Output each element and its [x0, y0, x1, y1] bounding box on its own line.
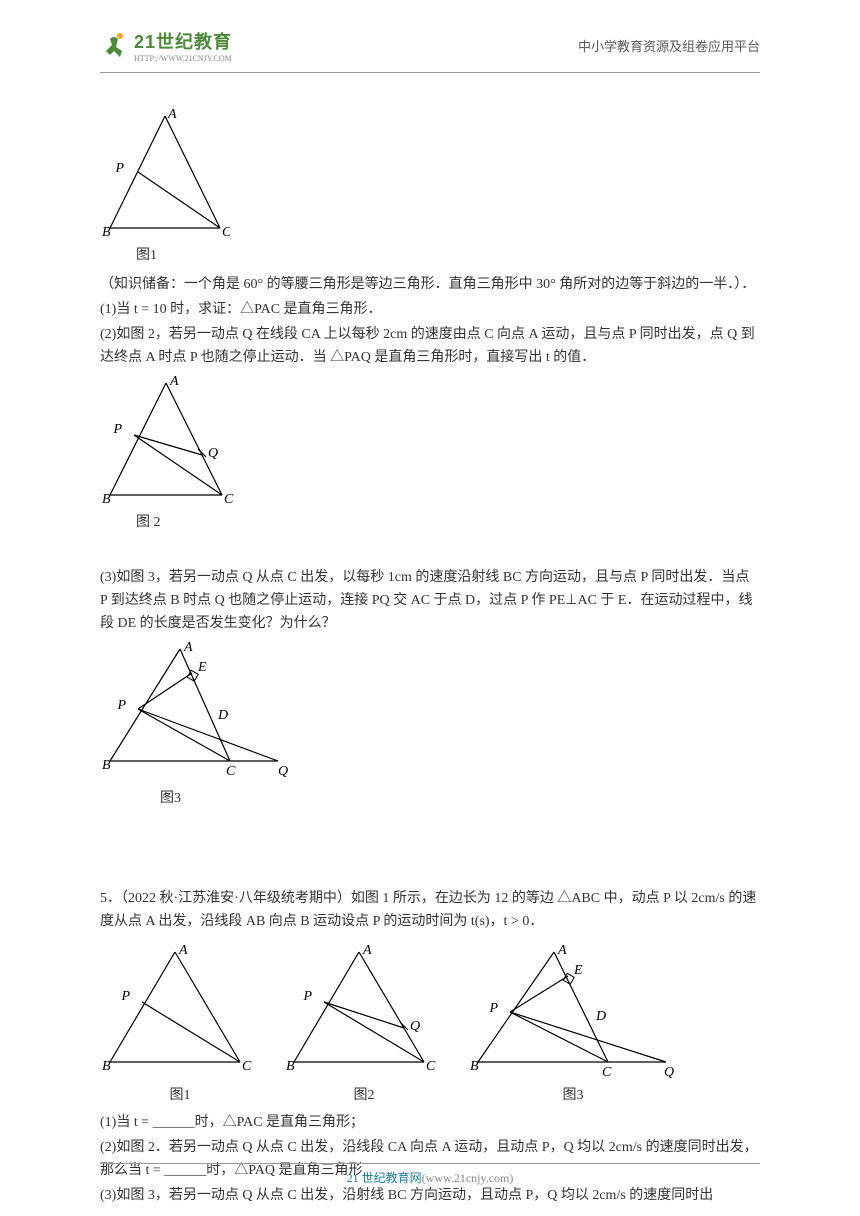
- knowledge-note: （知识储备：一个角是 60° 的等腰三角形是等边三角形．直角三角形中 30° 角…: [100, 273, 760, 296]
- svg-text:C: C: [226, 764, 236, 779]
- figure-2: A P Q B C: [100, 375, 240, 515]
- row-fig-3-label: 图3: [468, 1084, 678, 1107]
- figure-1-box: A P B C 图1: [100, 108, 760, 267]
- row-fig-1-box: A P B C 图1: [100, 944, 260, 1107]
- svg-text:C: C: [224, 492, 234, 507]
- svg-text:C: C: [602, 1065, 612, 1080]
- footer-rule: [100, 1163, 760, 1164]
- svg-text:C: C: [222, 225, 230, 240]
- svg-text:Q: Q: [208, 446, 218, 461]
- svg-text:A: A: [178, 944, 188, 958]
- svg-text:P: P: [120, 989, 130, 1004]
- figure-3: AE P D B C Q: [100, 641, 290, 791]
- row-fig-1-label: 图1: [100, 1084, 260, 1107]
- logo-runner-icon: [100, 31, 130, 61]
- row-figure-3: AE P D B C Q: [468, 944, 678, 1084]
- logo-block: 21世纪教育 HTTP://WWW.21CNJY.COM: [100, 28, 232, 63]
- svg-text:A: A: [183, 641, 193, 655]
- header-rule: [100, 72, 760, 73]
- question-1: (1)当 t = 10 时，求证：△PAC 是直角三角形．: [100, 298, 760, 321]
- svg-text:Q: Q: [664, 1065, 674, 1080]
- page-header: 21世纪教育 HTTP://WWW.21CNJY.COM 中小学教育资源及组卷应…: [100, 28, 760, 63]
- svg-text:D: D: [217, 708, 228, 723]
- page-content: A P B C 图1 （知识储备：一个角是 60° 的等腰三角形是等边三角形．直角三角…: [100, 102, 760, 1209]
- row-fig-2-label: 图2: [284, 1084, 444, 1107]
- page-footer: 21 世纪教育网(www.21cnjy.com): [0, 1169, 860, 1186]
- svg-text:C: C: [242, 1059, 252, 1074]
- svg-text:P: P: [488, 1001, 498, 1016]
- svg-text:A: A: [167, 108, 177, 122]
- svg-text:D: D: [595, 1009, 606, 1024]
- row-fig-3-box: AE P D B C Q 图3: [468, 944, 678, 1107]
- figure-3-box: AE P D B C Q 图3: [100, 641, 760, 810]
- logo-cn: 21世纪教育: [134, 28, 232, 54]
- footer-brand: 21 世纪教育网: [347, 1171, 422, 1185]
- header-right-text: 中小学教育资源及组卷应用平台: [578, 36, 760, 55]
- svg-text:B: B: [286, 1059, 295, 1074]
- problem-5-q1: (1)当 t = ______时，△PAC 是直角三角形；: [100, 1111, 760, 1134]
- row-fig-2-box: A P Q B C 图2: [284, 944, 444, 1107]
- svg-text:P: P: [112, 422, 122, 437]
- problem-5-q3: (3)如图 3，若另一动点 Q 从点 C 出发，沿射线 BC 方向运动，且动点 …: [100, 1184, 760, 1207]
- footer-url: (www.21cnjy.com): [422, 1171, 514, 1185]
- problem-5-intro: 5．（2022 秋·江苏淮安·八年级统考期中）如图 1 所示，在边长为 12 的…: [100, 887, 760, 933]
- svg-text:Q: Q: [410, 1019, 420, 1034]
- figure-1-label: 图1: [136, 244, 760, 267]
- svg-text:B: B: [470, 1059, 479, 1074]
- question-3: (3)如图 3，若另一动点 Q 从点 C 出发，以每秒 1cm 的速度沿射线 B…: [100, 566, 760, 635]
- svg-text:A: A: [362, 944, 372, 958]
- figure-2-box: A P Q B C 图 2: [100, 375, 760, 534]
- svg-text:B: B: [102, 758, 111, 773]
- svg-text:P: P: [114, 161, 124, 176]
- svg-text:P: P: [302, 989, 312, 1004]
- svg-text:C: C: [426, 1059, 436, 1074]
- figure-3-label: 图3: [160, 787, 760, 810]
- svg-text:E: E: [573, 963, 583, 978]
- svg-text:B: B: [102, 492, 111, 507]
- row-figure-1: A P B C: [100, 944, 260, 1084]
- figure-2-label: 图 2: [136, 511, 760, 534]
- svg-text:E: E: [197, 660, 207, 675]
- figure-1: A P B C: [100, 108, 230, 248]
- svg-text:A: A: [557, 944, 567, 958]
- figure-row: APBC 图1 APQBC 图2 AEPDBCQ 图3: [100, 944, 760, 1107]
- svg-text:Q: Q: [278, 764, 288, 779]
- svg-text:B: B: [102, 225, 111, 240]
- question-2: (2)如图 2，若另一动点 Q 在线段 CA 上以每秒 2cm 的速度由点 C …: [100, 323, 760, 369]
- svg-text:B: B: [102, 1059, 111, 1074]
- svg-text:P: P: [116, 698, 126, 713]
- logo-url: HTTP://WWW.21CNJY.COM: [134, 54, 232, 63]
- logo-text: 21世纪教育 HTTP://WWW.21CNJY.COM: [134, 28, 232, 63]
- svg-text:A: A: [169, 375, 179, 389]
- row-figure-2: A P Q B C: [284, 944, 444, 1084]
